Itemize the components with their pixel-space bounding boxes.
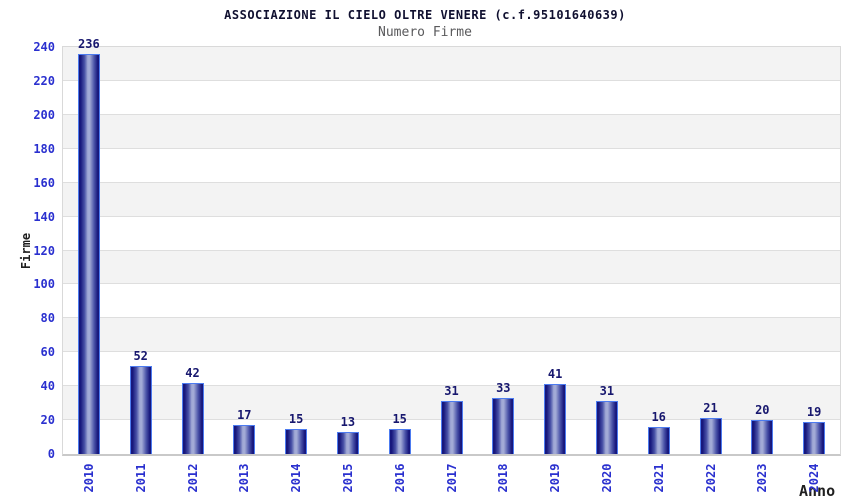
- grid-band: [63, 80, 840, 115]
- x-tick-label: 2024: [807, 463, 822, 493]
- x-tick-label: 2012: [185, 463, 200, 493]
- bar-2015: [336, 431, 359, 454]
- grid-band: [63, 148, 840, 183]
- y-tick-label: 140: [33, 209, 55, 224]
- grid-band: [63, 47, 840, 81]
- y-tick-label: 20: [40, 413, 55, 428]
- grid-line: [63, 147, 840, 149]
- chart-subtitle: Numero Firme: [378, 25, 472, 40]
- x-tick-label: 2014: [289, 463, 304, 493]
- bar-2011: [129, 365, 152, 454]
- x-tick-label: 2015: [340, 463, 355, 493]
- y-tick-label: 60: [40, 345, 55, 360]
- x-tick-label: 2022: [703, 463, 718, 493]
- bar-value-label: 31: [444, 384, 459, 399]
- bar-2019: [544, 384, 567, 454]
- y-tick-label: 200: [33, 107, 55, 122]
- grid-band: [63, 318, 840, 353]
- grid-line: [63, 215, 840, 217]
- x-tick-label: 2023: [755, 463, 770, 493]
- bar-value-label: 52: [133, 348, 148, 363]
- grid-line: [63, 317, 840, 319]
- bar-2020: [595, 401, 618, 454]
- y-tick-label: 80: [40, 311, 55, 326]
- grid-line: [63, 283, 840, 285]
- x-tick-label: 2010: [81, 463, 96, 493]
- bar-2010: [77, 53, 100, 454]
- grid-line: [63, 181, 840, 183]
- bar-value-label: 17: [237, 408, 252, 423]
- bar-2023: [751, 420, 774, 454]
- bar-2014: [285, 428, 308, 454]
- x-tick-label: 2018: [496, 463, 511, 493]
- y-tick-label: 180: [33, 141, 55, 156]
- bar-2012: [181, 382, 204, 454]
- bar-value-label: 41: [547, 367, 563, 382]
- grid-line: [63, 113, 840, 115]
- bar-value-label: 13: [340, 414, 356, 429]
- grid-band: [63, 284, 840, 319]
- bar-value-label: 19: [806, 404, 822, 419]
- y-tick-label: 220: [33, 73, 55, 88]
- grid-band: [63, 216, 840, 251]
- bar-2024: [803, 421, 826, 454]
- bar-value-label: 42: [185, 365, 200, 380]
- grid-band: [63, 182, 840, 217]
- x-tick-label: 2020: [599, 463, 614, 493]
- bar-value-label: 31: [599, 384, 615, 399]
- bar-value-label: 236: [78, 36, 100, 51]
- grid-line: [63, 249, 840, 251]
- bar-2013: [233, 425, 256, 454]
- grid-band: [63, 250, 840, 285]
- x-tick-label: 2011: [133, 463, 148, 493]
- bar-2018: [492, 398, 515, 454]
- bar-2017: [440, 401, 463, 454]
- y-tick-label: 160: [33, 175, 55, 190]
- bar-value-label: 20: [755, 403, 770, 418]
- y-tick-label: 0: [47, 447, 55, 461]
- plot-area: [62, 46, 841, 456]
- bar-value-label: 33: [496, 381, 511, 396]
- bar-2022: [699, 418, 722, 454]
- bar-value-label: 15: [288, 411, 304, 426]
- x-tick-label: 2019: [548, 463, 563, 493]
- bar-2016: [388, 428, 411, 454]
- bar-value-label: 21: [703, 401, 718, 416]
- grid-line: [63, 351, 840, 353]
- bar-value-label: 16: [651, 409, 666, 424]
- x-tick-label: 2016: [392, 463, 407, 493]
- grid-band: [63, 352, 840, 387]
- bar-value-label: 15: [392, 411, 407, 426]
- y-tick-label: 40: [40, 379, 55, 394]
- y-tick-label: 100: [33, 277, 55, 292]
- chart-title: ASSOCIAZIONE IL CIELO OLTRE VENERE (c.f.…: [224, 8, 626, 22]
- grid-line: [63, 79, 840, 81]
- x-axis-label: Anno: [799, 482, 836, 500]
- bar-2021: [647, 426, 670, 454]
- grid-line: [63, 385, 840, 387]
- x-tick-label: 2013: [237, 463, 252, 493]
- x-tick-label: 2021: [651, 463, 666, 493]
- y-tick-label: 240: [33, 40, 55, 54]
- y-tick-label: 120: [33, 243, 55, 258]
- grid-band: [63, 114, 840, 149]
- x-tick-label: 2017: [444, 463, 459, 493]
